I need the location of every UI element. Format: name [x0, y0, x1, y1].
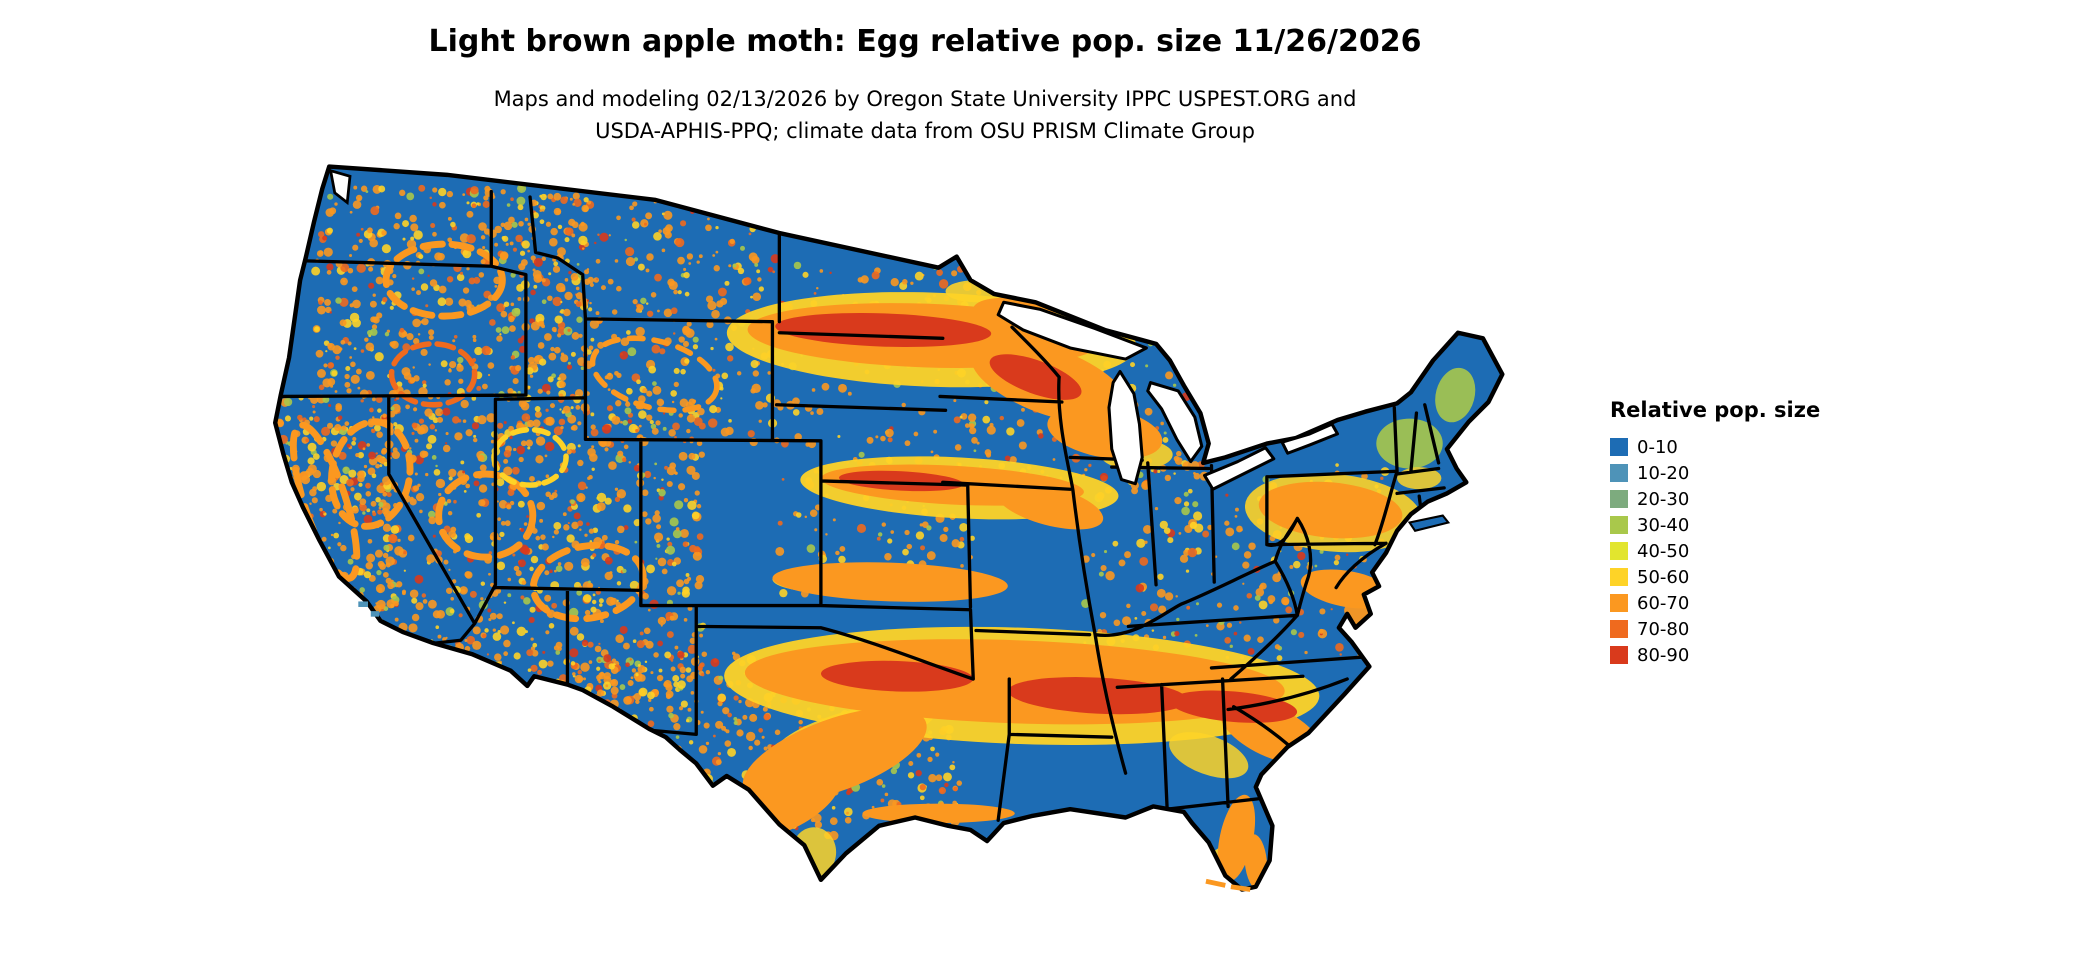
great-lakes	[996, 300, 1340, 491]
page-title: Light brown apple moth: Egg relative pop…	[428, 24, 1422, 59]
legend-row: 30-40	[1610, 512, 1820, 538]
lake-huron	[1146, 381, 1204, 464]
long-island	[1407, 514, 1451, 532]
legend-label: 50-60	[1637, 566, 1690, 588]
legend-swatch	[1610, 594, 1628, 612]
legend-label: 10-20	[1637, 462, 1690, 484]
legend-swatch	[1610, 464, 1628, 482]
legend-swatch	[1610, 620, 1628, 638]
legend-row: 60-70	[1610, 590, 1820, 616]
lake-ontario	[1280, 422, 1340, 455]
legend-swatch	[1610, 646, 1628, 664]
lake-erie	[1203, 446, 1276, 491]
us-population-map	[239, 125, 1569, 956]
legend-swatch	[1610, 438, 1628, 456]
lake-superior	[996, 300, 1148, 361]
channel-island	[358, 601, 369, 607]
channel-island	[370, 611, 380, 617]
lake-michigan	[1107, 370, 1144, 486]
state-borders	[279, 189, 1446, 822]
legend-row: 20-30	[1610, 486, 1820, 512]
legend-swatch	[1610, 568, 1628, 586]
florida-keys	[1205, 878, 1251, 892]
legend-items: 0-10 10-20 20-30 30-40 40-50 50-60 60-70…	[1610, 434, 1820, 668]
legend-label: 0-10	[1637, 436, 1678, 458]
legend-label: 40-50	[1637, 540, 1690, 562]
legend-label: 80-90	[1637, 644, 1690, 666]
legend-swatch	[1610, 490, 1628, 508]
legend-row: 80-90	[1610, 642, 1820, 668]
subtitle-line-1: Maps and modeling 02/13/2026 by Oregon S…	[493, 87, 1357, 111]
legend-swatch	[1610, 516, 1628, 534]
legend-row: 70-80	[1610, 616, 1820, 642]
legend-label: 20-30	[1637, 488, 1690, 510]
legend-label: 30-40	[1637, 514, 1690, 536]
legend-row: 50-60	[1610, 564, 1820, 590]
us-map-svg	[239, 125, 1569, 892]
subtitle-line-2: USDA-APHIS-PPQ; climate data from OSU PR…	[595, 119, 1255, 143]
legend-label: 60-70	[1637, 592, 1690, 614]
legend-row: 40-50	[1610, 538, 1820, 564]
legend-row: 0-10	[1610, 434, 1820, 460]
legend-row: 10-20	[1610, 460, 1820, 486]
legend-swatch	[1610, 542, 1628, 560]
puget-sound	[328, 168, 352, 206]
map-header: Light brown apple moth: Egg relative pop…	[0, 24, 1850, 147]
legend-label: 70-80	[1637, 618, 1690, 640]
legend: Relative pop. size 0-10 10-20 20-30 30-4…	[1610, 398, 1820, 668]
legend-title: Relative pop. size	[1610, 398, 1821, 422]
